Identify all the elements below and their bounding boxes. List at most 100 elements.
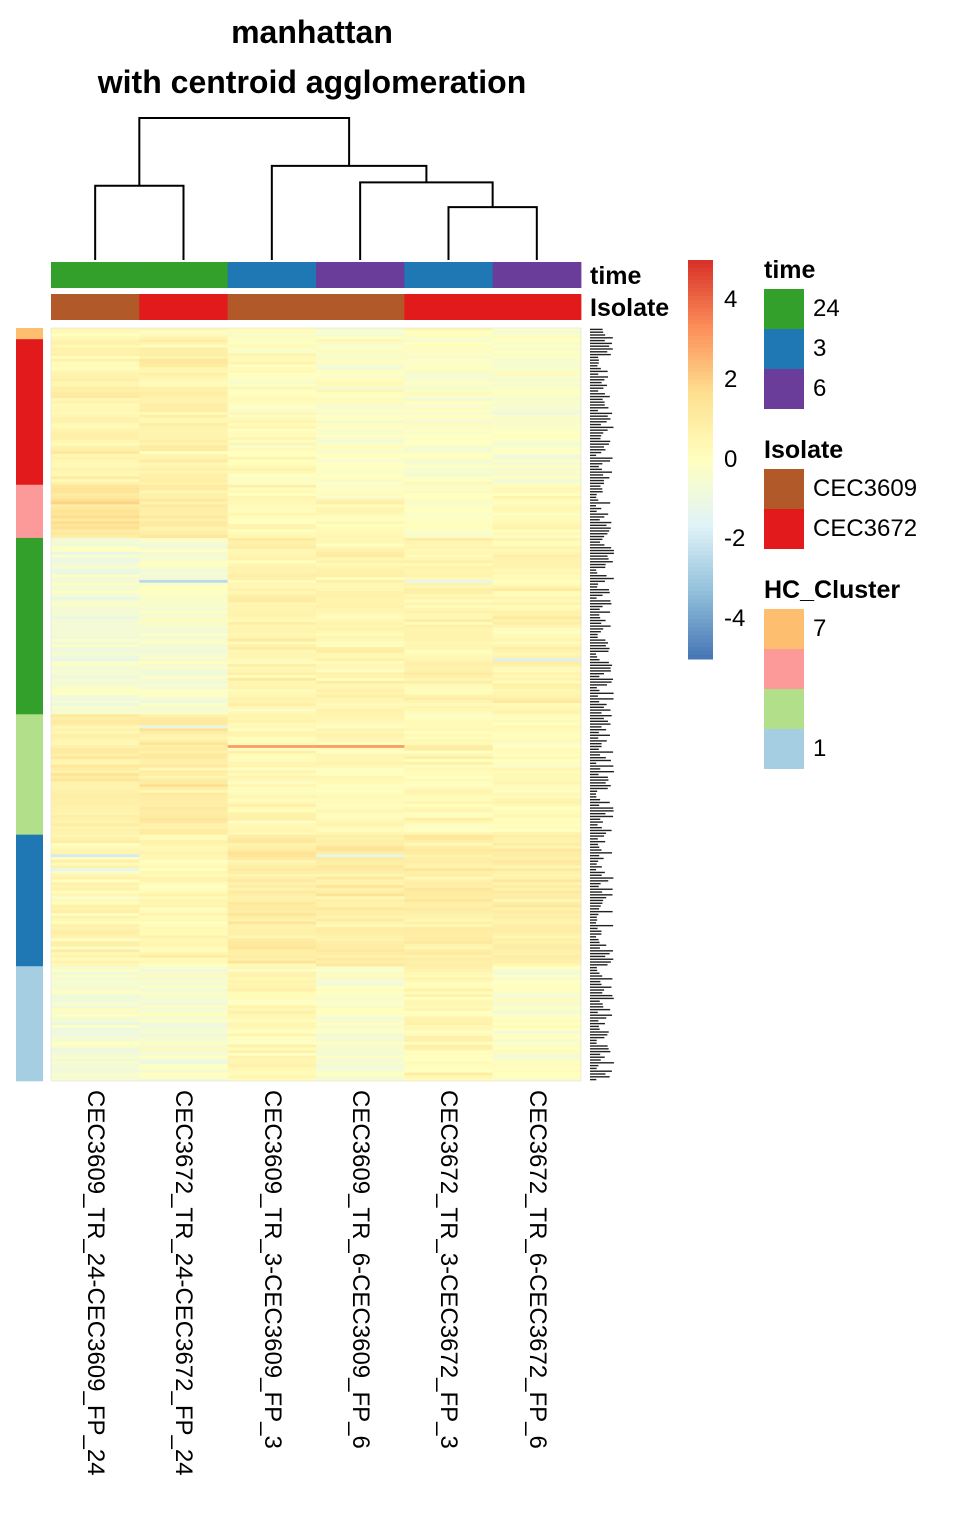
heatmap-cell	[227, 717, 317, 721]
heatmap-cell	[492, 1067, 582, 1071]
heatmap-cell	[492, 873, 582, 877]
heatmap-cell	[139, 957, 229, 961]
heatmap-cell	[315, 644, 405, 648]
heatmap-cell	[139, 876, 229, 880]
colorbar-segment	[688, 483, 713, 488]
heatmap-cell	[492, 787, 582, 791]
heatmap-cell	[139, 498, 229, 502]
colorbar-segment	[688, 631, 713, 636]
heatmap-cell	[227, 1011, 317, 1015]
heatmap-cell	[51, 789, 140, 793]
heatmap-cell	[139, 759, 229, 763]
row-label-mark	[590, 496, 597, 499]
colorbar-segment	[688, 359, 713, 365]
heatmap-cell	[404, 918, 494, 922]
heatmap-cell	[139, 484, 229, 488]
heatmap-cell	[492, 409, 582, 413]
heatmap-cell	[492, 837, 582, 841]
heatmap-cell	[404, 487, 494, 491]
heatmap-cell	[227, 775, 317, 779]
heatmap-cell	[139, 999, 229, 1003]
heatmap-cell	[227, 330, 317, 334]
colorbar-segment	[688, 551, 713, 556]
heatmap-cell	[315, 487, 405, 491]
colorbar-segment	[688, 639, 713, 644]
row-label-mark	[590, 810, 614, 812]
heatmap-cell	[139, 487, 229, 491]
heatmap-cell	[51, 355, 140, 360]
heatmap-cell	[492, 994, 582, 998]
heatmap-cell	[404, 473, 494, 477]
heatmap-cell	[404, 691, 494, 696]
heatmap-cell	[404, 705, 494, 709]
row-label-mark	[590, 784, 611, 787]
row-label-mark	[590, 664, 613, 667]
heatmap-cell	[139, 871, 229, 875]
heatmap-cell	[404, 887, 494, 891]
row-label-mark	[590, 1006, 604, 1008]
heatmap-cell	[51, 966, 140, 970]
heatmap-cell	[404, 806, 494, 810]
heatmap-cell	[404, 621, 494, 626]
heatmap-cell	[139, 328, 229, 332]
heatmap-cell	[315, 686, 405, 690]
heatmap-cell	[492, 778, 582, 782]
heatmap-cell	[227, 467, 317, 472]
heatmap-cell	[227, 689, 317, 693]
heatmap-cell	[315, 809, 405, 813]
heatmap-cell	[139, 747, 229, 751]
heatmap-cell	[227, 1030, 317, 1034]
heatmap-cell	[139, 526, 229, 530]
heatmap-cell	[227, 957, 317, 961]
heatmap-cell	[315, 812, 405, 816]
heatmap-cell	[315, 859, 405, 863]
heatmap-cell	[315, 759, 405, 763]
heatmap-cell	[139, 574, 229, 578]
heatmap-cell	[139, 750, 229, 754]
colorbar-segment	[688, 295, 713, 301]
heatmap-cell	[139, 831, 229, 835]
row-label-mark	[590, 535, 605, 538]
heatmap-cell	[139, 901, 229, 905]
heatmap-cell	[139, 333, 229, 337]
heatmap-cell	[492, 865, 582, 869]
heatmap-cell	[315, 529, 405, 533]
heatmap-cell	[492, 613, 582, 617]
colorbar-segment	[688, 299, 713, 305]
heatmap-cell	[315, 731, 405, 735]
heatmap-cell	[315, 1036, 405, 1040]
heatmap-cell	[139, 904, 229, 908]
heatmap-cell	[404, 568, 494, 572]
heatmap-cell	[51, 386, 140, 390]
heatmap-cell	[404, 862, 494, 866]
heatmap-cell	[139, 885, 229, 889]
heatmap-cell	[227, 1008, 317, 1012]
heatmap-cell	[315, 369, 405, 374]
dendrogram-branch	[94, 184, 185, 260]
heatmap-cell	[51, 344, 140, 348]
heatmap-cell	[492, 924, 582, 928]
heatmap-cell	[139, 364, 229, 368]
heatmap-cell	[315, 719, 405, 723]
heatmap-cell	[51, 677, 140, 682]
heatmap-cell	[51, 689, 140, 693]
heatmap-cell	[404, 966, 494, 970]
heatmap-cell	[404, 543, 494, 547]
legend-swatch-time-24	[764, 289, 804, 329]
heatmap-cell	[315, 568, 405, 572]
heatmap-cell	[404, 845, 494, 849]
heatmap-cell	[315, 647, 405, 651]
heatmap-cell	[404, 879, 494, 883]
heatmap-cell	[315, 843, 405, 847]
heatmap-cell	[139, 666, 229, 670]
heatmap-cell	[227, 624, 317, 628]
row-label-mark	[590, 826, 602, 829]
heatmap-cell	[315, 974, 405, 978]
heatmap-cell	[227, 731, 317, 735]
colorbar-segment	[688, 615, 713, 620]
heatmap-cell	[51, 605, 140, 609]
heatmap-cell	[315, 697, 405, 701]
heatmap-cell	[492, 344, 582, 348]
heatmap-cell	[492, 532, 582, 536]
heatmap-cell	[227, 966, 317, 970]
